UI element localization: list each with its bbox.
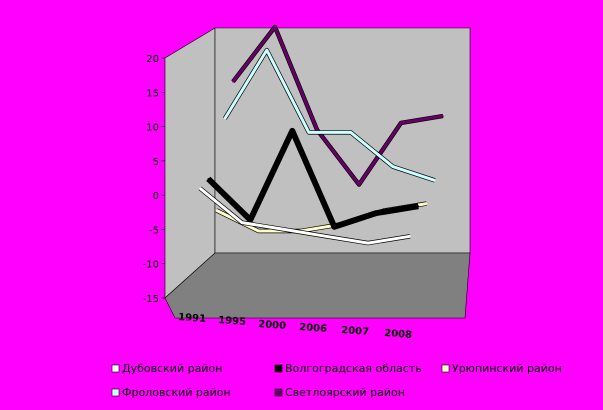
y-tick-label: 5	[153, 157, 159, 168]
x-tick-label: 2007	[341, 325, 370, 338]
data-point	[207, 178, 210, 180]
x-tick-label: 1991	[178, 312, 207, 325]
x-tick-label: 2000	[258, 319, 287, 332]
data-point	[442, 115, 444, 117]
data-point	[291, 130, 294, 132]
series-lines	[198, 24, 444, 246]
side-wall	[164, 27, 216, 299]
y-tick-label: 0	[153, 191, 159, 202]
floor	[164, 252, 471, 319]
legend-label: Дубовский район	[122, 362, 222, 375]
y-tick-label: 20	[146, 54, 159, 65]
data-point	[358, 183, 360, 186]
data-point	[249, 219, 252, 221]
legend-swatch	[274, 388, 283, 397]
legend-label: Фроловский район	[122, 386, 231, 399]
y-tick-label: -5	[149, 225, 159, 236]
data-point	[224, 117, 226, 120]
series-line	[231, 25, 444, 187]
data-point	[325, 235, 327, 238]
data-point	[232, 80, 234, 83]
data-point	[316, 128, 318, 131]
data-point	[375, 212, 378, 214]
legend-label: Волгоградская область	[285, 362, 422, 375]
series-line	[223, 48, 436, 182]
data-point	[308, 131, 310, 134]
legend-swatch	[274, 364, 283, 373]
y-tick-label: 15	[146, 88, 159, 99]
data-point	[333, 226, 336, 228]
chart-walls	[164, 27, 471, 319]
y-axis-ticks: 20 15 10 5 0 -5 -10 -15	[143, 54, 165, 305]
data-point	[400, 122, 402, 124]
x-tick-label: 1995	[218, 315, 247, 328]
legend-swatch	[111, 364, 120, 373]
series-line	[206, 128, 419, 230]
data-point	[266, 49, 268, 51]
data-point	[215, 209, 218, 212]
data-point	[392, 165, 394, 168]
x-axis-categories: 1991 1995 2000 2006 2007 2008	[178, 312, 413, 341]
x-tick-label: 2008	[384, 328, 413, 341]
data-point	[417, 205, 420, 207]
data-point	[241, 221, 243, 224]
legend-swatch	[441, 364, 450, 373]
data-point	[257, 230, 260, 232]
legend-label: Светлоярский район	[285, 386, 405, 399]
data-point	[367, 242, 369, 244]
data-point	[425, 202, 428, 205]
legend-label: Урюпинский район	[452, 362, 562, 375]
data-point	[434, 179, 436, 182]
legend: Дубовский район Волгоградская область Урюп…	[111, 362, 562, 399]
data-point	[409, 235, 411, 238]
x-tick-label: 2006	[299, 322, 328, 335]
data-point	[283, 228, 285, 231]
legend-swatch	[111, 388, 120, 397]
series-line	[199, 187, 411, 245]
y-tick-label: 10	[146, 123, 159, 134]
data-point	[274, 26, 276, 28]
y-tick-label: -15	[143, 294, 159, 305]
data-point	[350, 131, 352, 134]
data-point	[199, 187, 201, 190]
y-tick-label: -10	[143, 260, 159, 271]
